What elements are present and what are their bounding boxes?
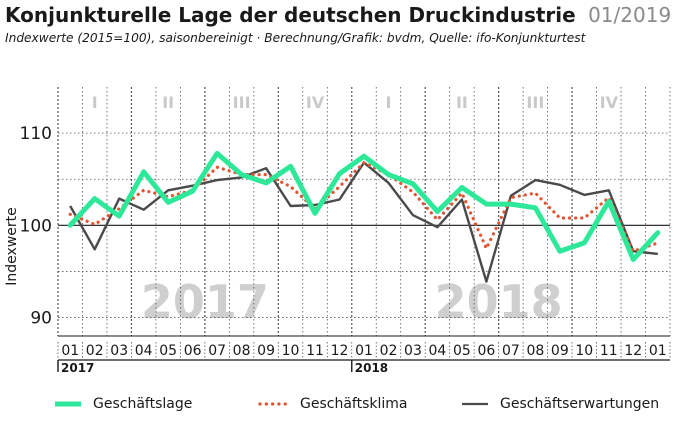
quarter-label: II — [162, 93, 174, 112]
x-tick-label: 04 — [429, 343, 447, 359]
title-line: Konjunkturelle Lage der deutschen Drucki… — [5, 3, 671, 27]
legend-item-geschaeftsklima: Geschäftsklima — [258, 396, 407, 412]
year-label: 2017 — [61, 361, 94, 375]
x-tick-label: 10 — [575, 343, 593, 359]
quarter-label: I — [386, 93, 392, 112]
x-tick-label: 12 — [624, 343, 642, 359]
y-tick-label: 110 — [20, 124, 52, 144]
y-tick-label: 90 — [30, 309, 52, 329]
x-tick-label: 10 — [282, 343, 300, 359]
x-tick-label: 03 — [110, 343, 128, 359]
x-tick-label: 04 — [135, 343, 153, 359]
quarter-label: IV — [306, 93, 325, 112]
x-tick-label: 05 — [453, 343, 471, 359]
series-line-geschaeftserwartungen — [69, 161, 658, 283]
x-tick-label: 02 — [380, 343, 398, 359]
chart-subtitle: Indexwerte (2015=100), saisonbereinigt ·… — [5, 31, 586, 45]
x-tick-label: 12 — [331, 343, 349, 359]
x-tick-label: 08 — [233, 343, 251, 359]
quarter-label: III — [233, 93, 251, 112]
year-label: 2018 — [355, 361, 388, 375]
legend-label-geschaeftslage: Geschäftslage — [93, 396, 193, 412]
legend-item-geschaeftslage: Geschäftslage — [55, 396, 192, 412]
x-tick-label: 02 — [86, 343, 104, 359]
x-tick-label: 03 — [404, 343, 422, 359]
legend-label-geschaeftserwartungen: Geschäftserwartungen — [500, 396, 660, 412]
y-axis-label: Indexwerte — [4, 207, 20, 285]
x-tick-label: 06 — [184, 343, 202, 359]
x-tick-label: 09 — [551, 343, 569, 359]
x-tick-label: 05 — [159, 343, 177, 359]
x-tick-label: 08 — [526, 343, 544, 359]
series-line-geschaeftslage — [67, 150, 661, 262]
chart-period: 01/2019 — [588, 3, 672, 27]
x-tick-label: 11 — [306, 343, 324, 359]
legend-item-geschaeftserwartungen: Geschäftserwartungen — [462, 396, 659, 412]
y-tick-label: 100 — [20, 216, 52, 236]
x-tick-label: 01 — [61, 343, 79, 359]
x-tick-label: 06 — [477, 343, 495, 359]
x-tick-label: 01 — [355, 343, 373, 359]
x-tick-label: 09 — [257, 343, 275, 359]
legend-swatch-erwartungen — [462, 402, 488, 406]
quarter-label: I — [92, 93, 98, 112]
x-tick-label: 01 — [649, 343, 667, 359]
x-tick-label: 11 — [600, 343, 618, 359]
series-line-geschaeftsklima — [68, 160, 660, 254]
chart-title: Konjunkturelle Lage der deutschen Drucki… — [5, 3, 576, 27]
legend: Geschäftslage Geschäftsklima Geschäftser… — [0, 396, 694, 418]
legend-label-geschaeftsklima: Geschäftsklima — [300, 396, 408, 412]
quarter-label: IV — [600, 93, 619, 112]
x-tick-label: 07 — [208, 343, 226, 359]
quarter-label: II — [456, 93, 468, 112]
x-tick-label: 07 — [502, 343, 520, 359]
legend-swatch-klima — [258, 402, 288, 406]
quarter-label: III — [526, 93, 544, 112]
legend-swatch-lage — [55, 401, 81, 407]
